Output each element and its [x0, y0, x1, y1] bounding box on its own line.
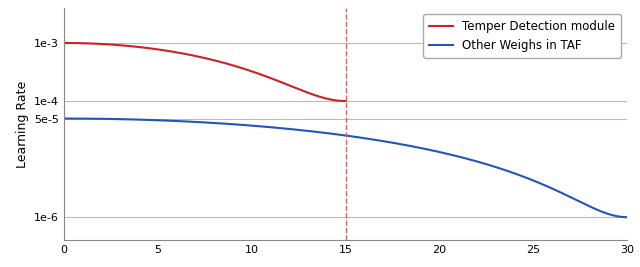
Temper Detection module: [291, 86, 299, 89]
Legend: Temper Detection module, Other Weighs in TAF: Temper Detection module, Other Weighs in…: [424, 14, 621, 58]
Other Weighs in TAF: [610, 214, 618, 217]
Other Weighs in TAF: [396, 142, 403, 146]
Temper Detection module: [196, 55, 204, 58]
Line: Other Weighs in TAF: Other Weighs in TAF: [64, 119, 627, 217]
Temper Detection module: [228, 63, 236, 66]
Other Weighs in TAF: [60, 117, 68, 120]
Other Weighs in TAF: [522, 176, 529, 179]
Other Weighs in TAF: [331, 132, 339, 136]
Temper Detection module: [60, 41, 68, 45]
Other Weighs in TAF: [623, 215, 631, 219]
Other Weighs in TAF: [328, 132, 335, 135]
Line: Temper Detection module: Temper Detection module: [64, 43, 346, 101]
Temper Detection module: [342, 99, 349, 103]
Temper Detection module: [194, 55, 202, 58]
Y-axis label: Learning Rate: Learning Rate: [15, 81, 29, 168]
Temper Detection module: [212, 59, 220, 62]
Temper Detection module: [335, 99, 342, 102]
Other Weighs in TAF: [365, 137, 372, 140]
